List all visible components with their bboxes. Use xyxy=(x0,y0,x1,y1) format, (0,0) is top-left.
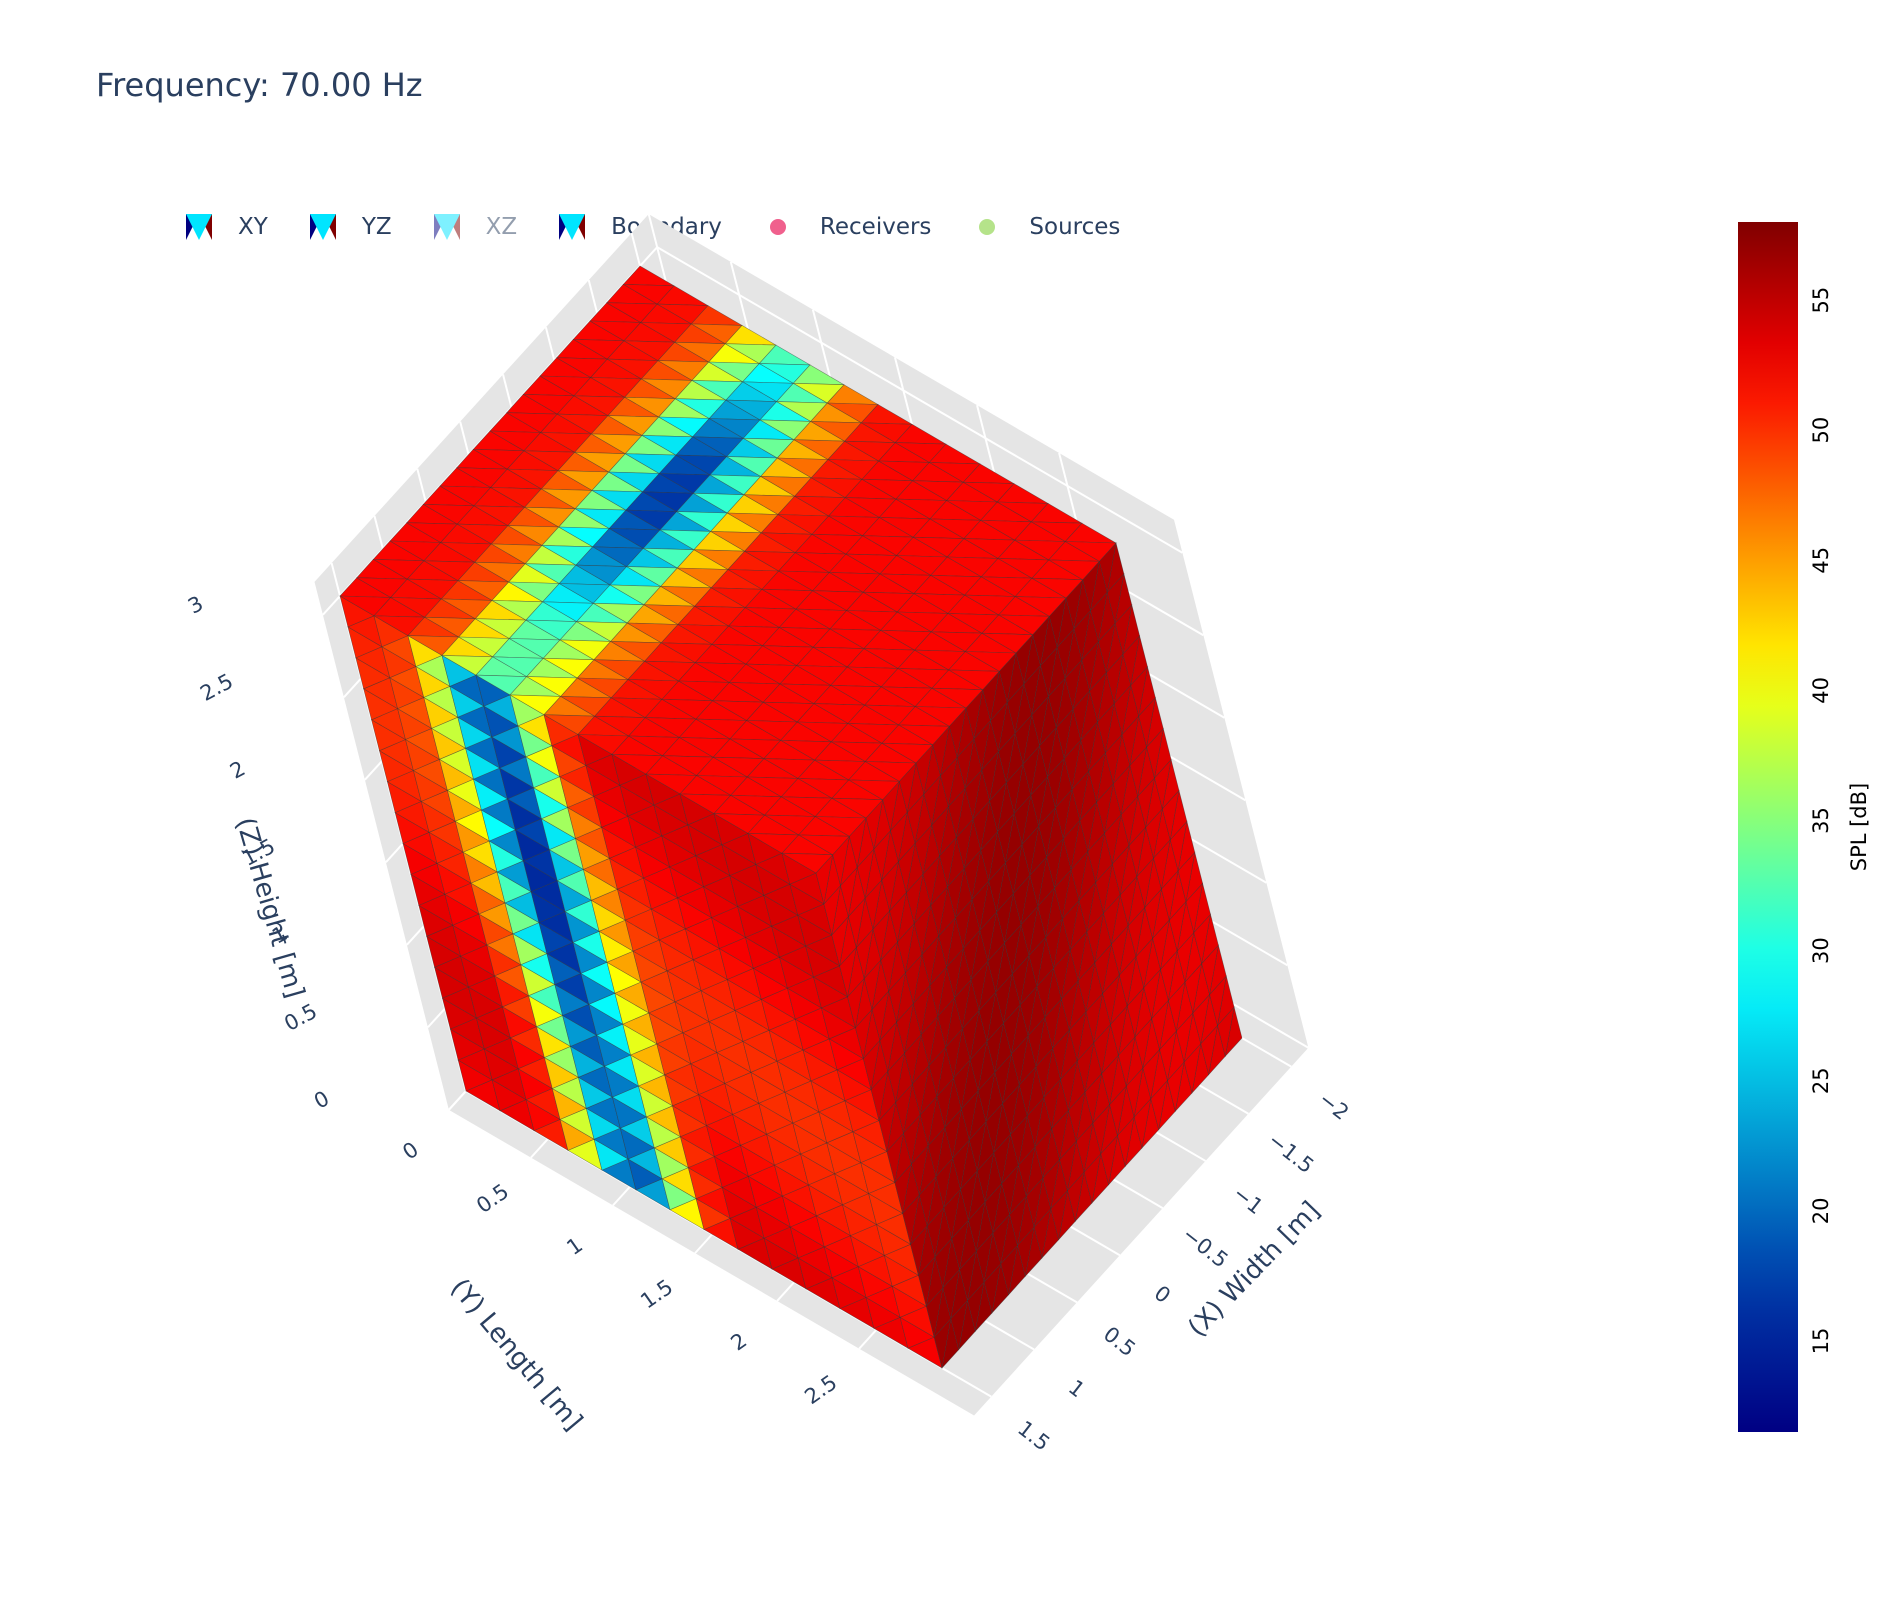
mesh-face-y-max xyxy=(815,542,1243,1369)
mesh-triangle xyxy=(931,687,984,709)
room-mesh xyxy=(339,265,1243,1369)
marker-dot-icon xyxy=(769,219,786,235)
colorbar-title: SPL [dB] xyxy=(1847,783,1871,872)
legend-label-sources: Sources xyxy=(1029,214,1121,240)
colorbar-tick-label: 35 xyxy=(1809,807,1833,834)
legend-label-xz: XZ xyxy=(485,214,518,240)
legend-item-yz[interactable]: YZ xyxy=(309,214,392,240)
colorbar-tick-label: 55 xyxy=(1809,287,1833,314)
colorbar-tick-label: 50 xyxy=(1809,417,1833,444)
colorbar-tick-label: 40 xyxy=(1809,677,1833,704)
colorbar-tick-label: 30 xyxy=(1809,937,1833,964)
mesh-triangle xyxy=(1048,559,1100,581)
mesh-triangle xyxy=(1065,541,1117,562)
legend-item-sources[interactable]: Sources xyxy=(973,214,1120,240)
mesh-triangle xyxy=(965,651,1017,672)
chart-title: Frequency: 70.00 Hz xyxy=(96,66,423,104)
colorbar-rect xyxy=(1738,222,1798,1432)
colorbar-tick-label: 45 xyxy=(1809,547,1833,574)
legend-item-xz[interactable]: XZ xyxy=(433,214,518,240)
mesh-swatch-icon xyxy=(433,214,460,240)
mesh-triangle xyxy=(898,724,950,746)
mesh-swatch-icon xyxy=(186,214,212,240)
mesh-swatch-icon xyxy=(309,214,336,240)
legend-item-receivers[interactable]: Receivers xyxy=(764,214,932,240)
legend-label-receivers: Receivers xyxy=(819,214,932,240)
mesh-face-z-max xyxy=(339,265,1117,874)
mesh-triangle xyxy=(815,816,867,837)
mesh-triangle xyxy=(998,614,1050,636)
mesh-triangle xyxy=(831,797,884,819)
colorbar-tick-label: 25 xyxy=(1809,1067,1833,1094)
marker-dot-icon xyxy=(979,219,996,235)
mesh-triangle xyxy=(1031,577,1084,599)
legend-label-yz: YZ xyxy=(361,214,392,240)
mesh-triangle xyxy=(781,852,834,874)
mesh-triangle xyxy=(948,669,1000,691)
legend: XY YZ XZ Boundary Receivers Sources xyxy=(186,214,1162,240)
mesh-triangle xyxy=(798,834,850,856)
colorbar-tick-label: 15 xyxy=(1809,1328,1833,1355)
mesh-triangle xyxy=(865,761,917,782)
legend-label-xy: XY xyxy=(238,214,268,240)
mesh-swatch-icon xyxy=(559,214,586,240)
grid-line xyxy=(656,246,1183,554)
mesh-face-x-max xyxy=(339,595,943,1369)
mesh-triangle xyxy=(915,706,967,727)
mesh-triangle xyxy=(981,632,1034,654)
colorbar-tick-label: 20 xyxy=(1809,1197,1833,1224)
legend-item-xy[interactable]: XY xyxy=(186,214,268,240)
mesh-triangle xyxy=(881,742,934,764)
mesh-triangle xyxy=(1015,596,1067,617)
mesh-triangle xyxy=(848,779,900,801)
